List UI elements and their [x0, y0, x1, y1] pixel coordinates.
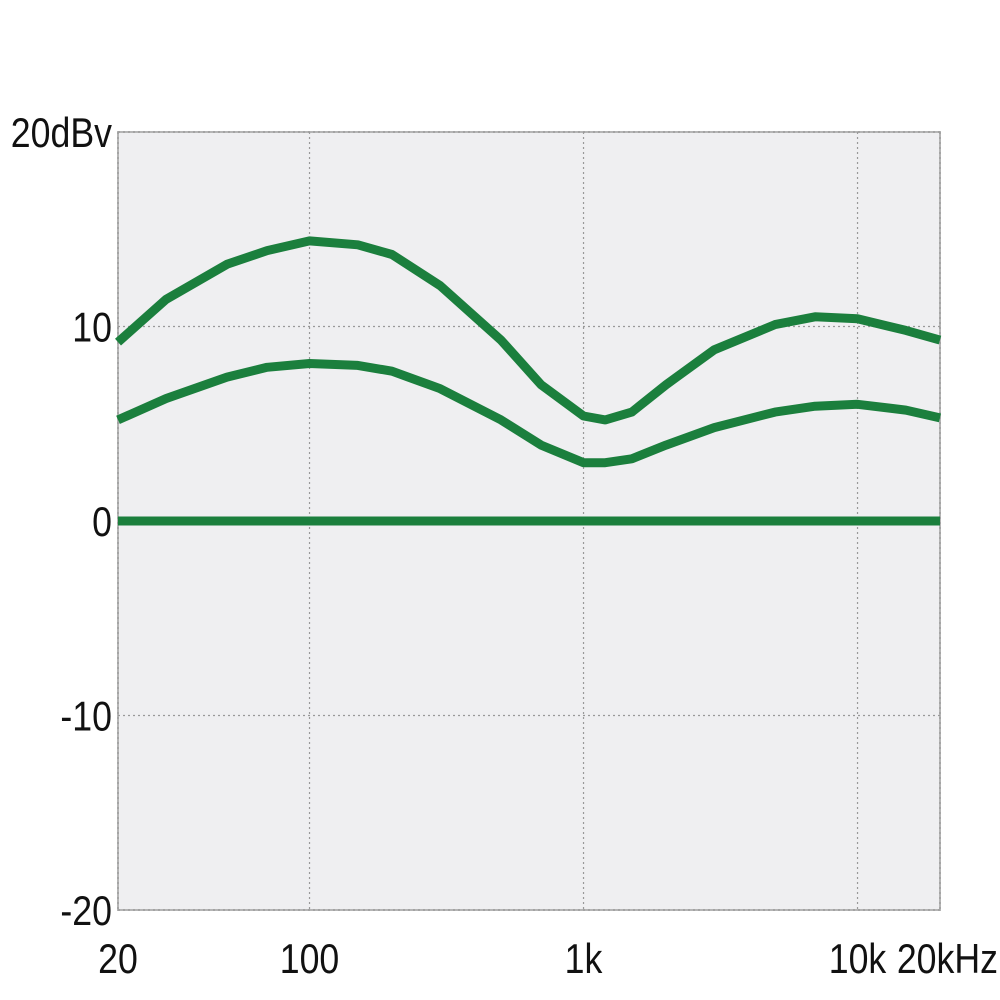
line-series — [116, 359, 942, 468]
y-tick-label: 10 — [72, 305, 112, 351]
x-tick-label: 20 — [98, 936, 138, 982]
y-tick-label: 0 — [92, 499, 112, 545]
x-tick-label: 1k — [565, 936, 603, 982]
y-tick-label: 20dBv — [11, 110, 113, 156]
line-series — [115, 236, 942, 425]
x-tick-label: 20kHz — [897, 936, 998, 982]
x-tick-label: 100 — [280, 936, 340, 982]
y-tick-label: -20 — [60, 888, 112, 934]
y-tick-label: -10 — [60, 694, 112, 740]
x-tick-label: 10k — [829, 936, 887, 982]
